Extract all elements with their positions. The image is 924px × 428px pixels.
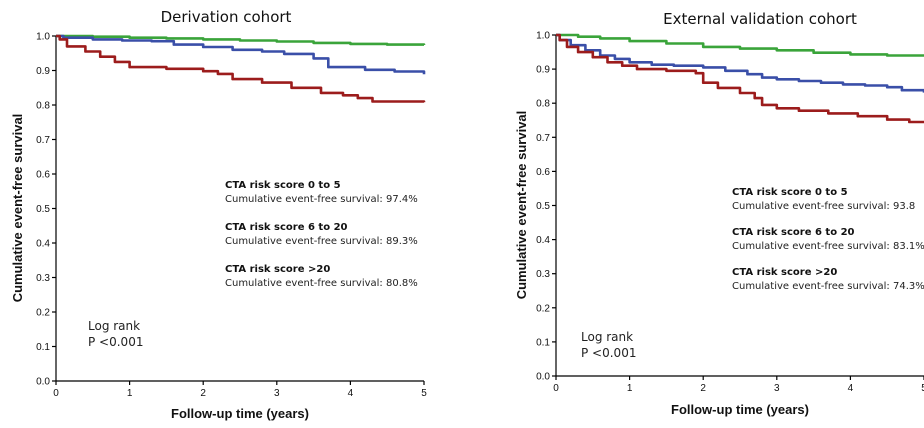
x-tick-label: 5 — [421, 388, 427, 399]
y-tick-label: 0.4 — [36, 239, 50, 250]
y-tick-label: 1.0 — [536, 31, 550, 42]
legend-series-name: CTA risk score 6 to 20 — [732, 227, 855, 238]
y-tick-label: 0.6 — [536, 167, 550, 178]
series-line-1 — [556, 33, 924, 57]
x-tick-label: 4 — [348, 388, 354, 399]
y-tick-label: 0.1 — [536, 337, 550, 348]
y-axis-label: Cumulative event-free survival — [514, 111, 529, 300]
x-tick-label: 3 — [274, 388, 280, 399]
series-line-2 — [56, 34, 426, 75]
legend-survival-text: Cumulative event-free survival: 97.4% — [225, 194, 418, 205]
x-tick-label: 4 — [848, 383, 854, 394]
x-axis-label: Follow-up time (years) — [671, 402, 809, 417]
legend-survival-text: Cumulative event-free survival: 89.3% — [225, 236, 418, 247]
y-tick-label: 0.1 — [36, 342, 50, 353]
y-tick-label: 0.3 — [536, 269, 550, 280]
y-tick-label: 0.7 — [536, 133, 550, 144]
annotation-text: P <0.001 — [88, 335, 143, 349]
legend-series-name: CTA risk score >20 — [732, 267, 837, 278]
y-tick-label: 0.9 — [536, 65, 550, 76]
y-tick-label: 0.2 — [536, 303, 550, 314]
x-axis-label: Follow-up time (years) — [171, 406, 309, 421]
legend-survival-text: Cumulative event-free survival: 93.8 — [732, 201, 915, 212]
legend-survival-text: Cumulative event-free survival: 80.8% — [225, 278, 418, 289]
annotation-text: Log rank — [88, 319, 140, 333]
chart-1: Derivation cohort 0.0 0.1 0.2 0.3 0.4 0.5 0.6 0.… — [10, 8, 427, 421]
y-axis-label: Cumulative event-free survival — [10, 114, 25, 303]
x-tick-label: 0 — [53, 388, 59, 399]
y-tick-label: 0.2 — [36, 308, 50, 319]
y-tick-label: 0.5 — [36, 204, 50, 215]
x-tick-label: 5 — [921, 383, 924, 394]
y-tick-label: 0.5 — [536, 201, 550, 212]
legend-series-name: CTA risk score 6 to 20 — [225, 222, 348, 233]
y-tick-label: 0.9 — [36, 66, 50, 77]
series-line-3 — [56, 34, 426, 103]
legend-survival-text: Cumulative event-free survival: 83.1% — [732, 241, 924, 252]
x-tick-label: 0 — [553, 383, 559, 394]
y-tick-label: 0.4 — [536, 235, 550, 246]
x-tick-label: 1 — [127, 388, 133, 399]
y-tick-label: 1.0 — [36, 32, 50, 43]
series-line-3 — [556, 33, 924, 124]
legend-survival-text: Cumulative event-free survival: 74.3% — [732, 281, 924, 292]
chart-title: External validation cohort — [663, 10, 857, 28]
y-tick-label: 0.6 — [36, 170, 50, 181]
chart-2: External validation cohort 0.0 0.1 0.2 0.3 0.… — [514, 10, 924, 417]
legend-series-name: CTA risk score 0 to 5 — [732, 187, 848, 198]
annotation-text: Log rank — [581, 330, 633, 344]
x-tick-label: 3 — [774, 383, 780, 394]
legend-series-name: CTA risk score >20 — [225, 264, 330, 275]
x-tick-label: 2 — [700, 383, 706, 394]
y-tick-label: 0.8 — [536, 99, 550, 110]
y-tick-label: 0.8 — [36, 101, 50, 112]
y-tick-label: 0.0 — [536, 372, 550, 383]
chart-title: Derivation cohort — [161, 8, 292, 26]
series-line-1 — [56, 34, 426, 46]
x-tick-label: 2 — [200, 388, 206, 399]
y-tick-label: 0.0 — [36, 377, 50, 388]
annotation-text: P <0.001 — [581, 346, 636, 360]
series-line-2 — [556, 33, 924, 93]
y-tick-label: 0.3 — [36, 273, 50, 284]
y-tick-label: 0.7 — [36, 135, 50, 146]
legend-series-name: CTA risk score 0 to 5 — [225, 180, 341, 191]
x-tick-label: 1 — [627, 383, 633, 394]
